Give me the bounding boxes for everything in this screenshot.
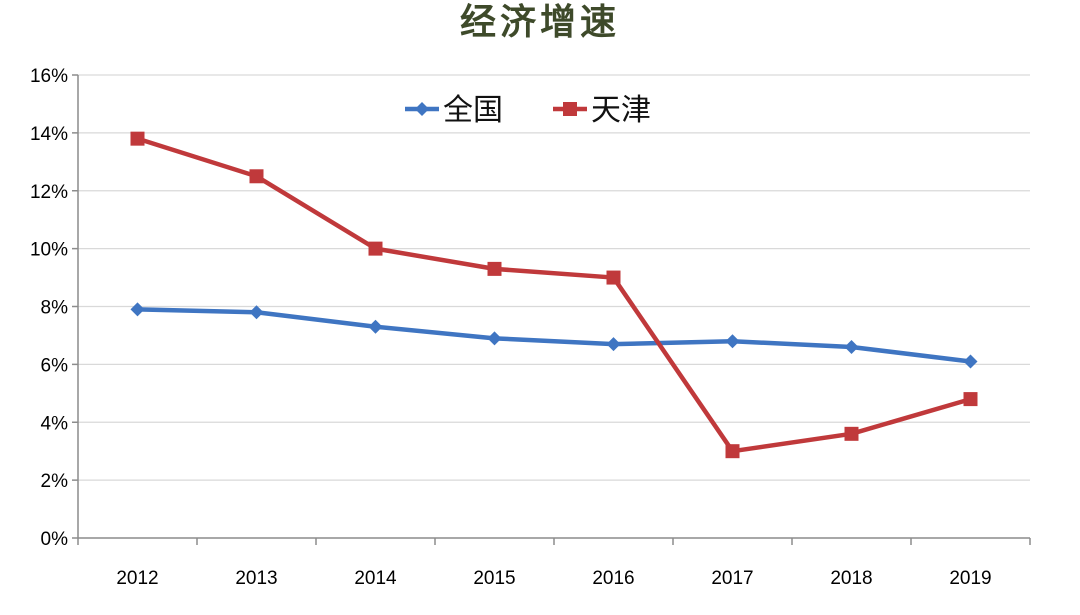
legend-marker: [563, 102, 577, 116]
data-point: [725, 334, 740, 349]
x-tick-label: 2013: [235, 568, 277, 589]
y-tick-label: 8%: [41, 298, 69, 319]
data-point: [725, 444, 740, 459]
series-2: [130, 131, 978, 459]
data-point: [368, 319, 383, 334]
axes: 0% 2% 4% 6% 8% 10% 12% 14% 16% 2012 2013 2014 2015 20…: [30, 66, 1031, 589]
series-1: [130, 302, 978, 369]
data-point: [606, 337, 621, 352]
data-point: [249, 305, 264, 320]
y-tick-label: 0%: [41, 529, 69, 550]
legend-item: 天津: [553, 93, 651, 128]
y-tick-label: 12%: [30, 182, 68, 203]
legend-item: 全国: [405, 93, 503, 128]
data-point: [487, 331, 502, 346]
x-tick-label: 2016: [592, 568, 634, 589]
series-line: [135, 307, 973, 364]
legend-label: 天津: [591, 93, 651, 128]
legend: 全国 天津: [405, 93, 651, 128]
data-point: [130, 302, 145, 317]
y-tick-label: 2%: [41, 471, 69, 492]
y-tick-label: 14%: [30, 124, 68, 145]
data-point: [844, 426, 859, 441]
data-point: [487, 261, 502, 276]
series-line: [135, 136, 973, 454]
x-tick-label: 2015: [473, 568, 515, 589]
x-tick-label: 2014: [354, 568, 397, 589]
y-tick-label: 10%: [30, 240, 68, 261]
gridlines: [78, 74, 1030, 481]
data-point: [130, 131, 145, 146]
data-point: [963, 392, 978, 407]
y-tick-label: 4%: [41, 413, 69, 434]
data-point: [249, 169, 264, 184]
data-point: [368, 241, 383, 256]
data-point: [844, 340, 859, 355]
chart-title: 经济增速: [459, 1, 620, 43]
data-point: [606, 270, 621, 285]
legend-marker: [415, 102, 429, 116]
x-tick-label: 2018: [830, 568, 872, 589]
data-point: [963, 354, 978, 369]
y-tick-label: 16%: [30, 66, 68, 87]
x-tick-label: 2017: [711, 568, 753, 589]
series-lines: [130, 131, 978, 459]
x-tick-label: 2012: [116, 568, 158, 589]
y-tick-label: 6%: [41, 355, 69, 376]
legend-label: 全国: [443, 93, 503, 128]
x-tick-label: 2019: [949, 568, 991, 589]
